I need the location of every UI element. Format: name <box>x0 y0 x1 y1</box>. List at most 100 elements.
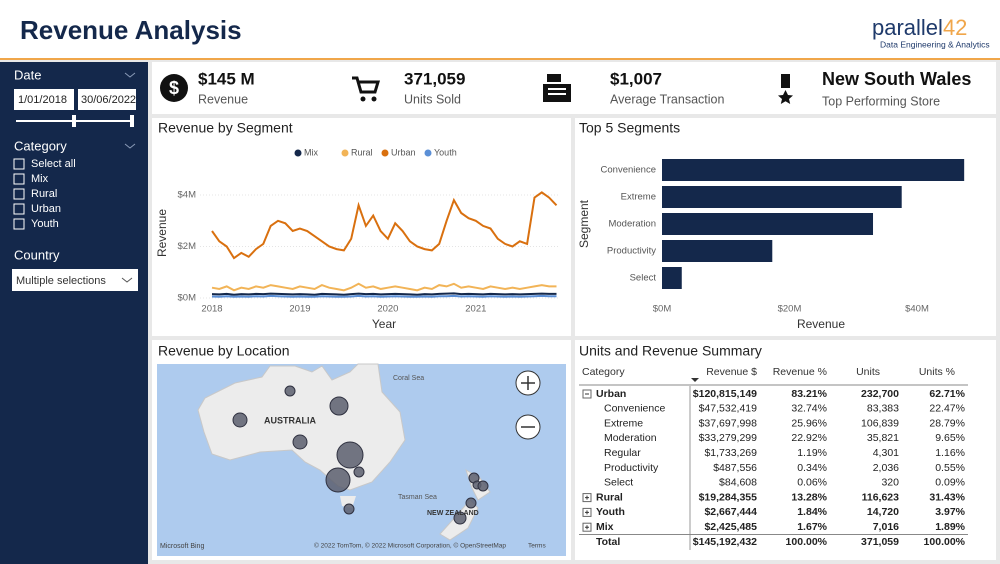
register-icon <box>543 74 571 102</box>
table-cell: 1.19% <box>797 447 827 459</box>
expand-glyph <box>585 495 589 500</box>
date-start-box[interactable] <box>14 89 74 110</box>
sort-arrow <box>691 378 699 382</box>
table-cell: 0.55% <box>935 462 965 474</box>
y-tick-label: $2M <box>178 241 197 252</box>
table-cell: 28.79% <box>929 417 965 429</box>
legend-swatch <box>294 149 302 157</box>
table-cell: Productivity <box>604 462 659 474</box>
kpi-label: Revenue <box>198 92 248 106</box>
table-cell: 1.84% <box>797 506 827 518</box>
x-tick-label: 2020 <box>377 304 398 315</box>
register-key <box>548 93 566 95</box>
country-dropdown[interactable] <box>12 269 138 291</box>
table-cell: $145,192,432 <box>693 536 757 548</box>
table-cell: $487,556 <box>713 462 757 474</box>
slider-handle[interactable] <box>72 115 76 127</box>
bar <box>662 213 874 235</box>
table-cell: 232,700 <box>861 388 899 400</box>
map-label: Tasman Sea <box>398 494 437 501</box>
cart-wheel <box>360 96 366 102</box>
map: Revenue by Location Coral Sea AUSTRALIA … <box>157 343 566 556</box>
table-cell: Mix <box>596 521 614 533</box>
legend-label: Youth <box>434 147 457 157</box>
series-line <box>211 191 558 260</box>
table-cell: 83,383 <box>867 403 899 415</box>
checkbox[interactable] <box>13 158 25 170</box>
table-cell: $84,608 <box>719 477 757 489</box>
chevron <box>121 277 133 283</box>
table-cell: 22.47% <box>929 403 965 415</box>
register-top <box>547 74 561 82</box>
table-cell: Urban <box>596 388 626 400</box>
legend-swatch <box>341 149 349 157</box>
column-header: Category <box>582 366 625 378</box>
table-cell: 0.06% <box>797 477 827 489</box>
column-header: Revenue % <box>773 366 827 378</box>
x-tick-label: 2021 <box>465 304 486 315</box>
medal-star <box>778 90 793 104</box>
checkbox[interactable] <box>13 203 25 215</box>
map-bubble <box>325 467 351 493</box>
y-tick-label: $4M <box>178 190 197 201</box>
logo-sub: Data Engineering & Analytics <box>880 39 990 49</box>
kpi-card <box>152 62 996 114</box>
map-bubbles <box>232 385 489 525</box>
panel-title: Revenue by Segment <box>158 120 293 136</box>
map-bubble <box>477 480 489 492</box>
x-tick-label: 2019 <box>289 304 310 315</box>
category-option: Select all <box>31 158 76 170</box>
legend-label: Rural <box>351 147 373 157</box>
table-cell: 13.28% <box>791 491 827 503</box>
date-start: 1/01/2018 <box>18 94 67 106</box>
date-end-box[interactable] <box>78 89 136 110</box>
kpi-label: Top Performing Store <box>822 94 940 108</box>
kpi-label: Units Sold <box>404 92 461 106</box>
table-cell: 3.97% <box>935 506 965 518</box>
x-axis-label: Year <box>372 317 396 331</box>
checkbox[interactable] <box>13 218 25 230</box>
column-header: Units % <box>919 366 955 378</box>
series-line <box>211 292 557 296</box>
legend-label: Urban <box>391 147 416 157</box>
series-line <box>211 294 557 298</box>
table-cell: 116,623 <box>862 491 900 503</box>
table-cell: Regular <box>604 447 641 459</box>
table-cell: $47,532,419 <box>699 403 758 415</box>
map-bubble <box>329 396 349 416</box>
map-terms[interactable]: Terms <box>528 543 546 550</box>
kpi-label: Average Transaction <box>610 92 724 106</box>
table-cell: $2,667,444 <box>704 506 757 518</box>
category-option: Youth <box>31 218 59 230</box>
table-cell: Youth <box>596 506 625 518</box>
table-cell: Extreme <box>604 417 643 429</box>
revenue-icon <box>160 74 188 102</box>
table-cell: 371,059 <box>861 536 899 548</box>
logo-num: 42 <box>943 15 967 40</box>
sidebar-bg <box>0 62 148 564</box>
category-option: Mix <box>31 173 49 185</box>
header <box>0 0 1000 58</box>
table-cell: Select <box>604 477 633 489</box>
table-cell: Rural <box>596 491 623 503</box>
column-header: Revenue $ <box>706 366 757 378</box>
kpi-value: New South Wales <box>822 69 971 89</box>
checkbox[interactable] <box>13 188 25 200</box>
line-chart: Revenue by Segment $0M $2M $4M 2018 2019 2020 2… <box>155 120 560 331</box>
category-option: Rural <box>31 188 57 200</box>
table-cell: $2,425,485 <box>704 521 757 533</box>
map-bubble <box>353 466 365 478</box>
slider-handle[interactable] <box>130 115 134 127</box>
summary-table: Units and Revenue Summary Category Revenue… <box>579 343 968 550</box>
column-header: Units <box>856 366 880 378</box>
page-title: Revenue Analysis <box>20 15 242 45</box>
y-axis-label: Segment <box>577 199 591 248</box>
x-tick-label: 2018 <box>201 304 222 315</box>
map-bubble <box>343 503 355 515</box>
table-cell: 9.65% <box>935 432 965 444</box>
table-cell: $37,697,998 <box>699 417 758 429</box>
table-cell: 106,839 <box>861 417 899 429</box>
checkbox[interactable] <box>13 173 25 185</box>
table-cell: 83.21% <box>791 388 827 400</box>
